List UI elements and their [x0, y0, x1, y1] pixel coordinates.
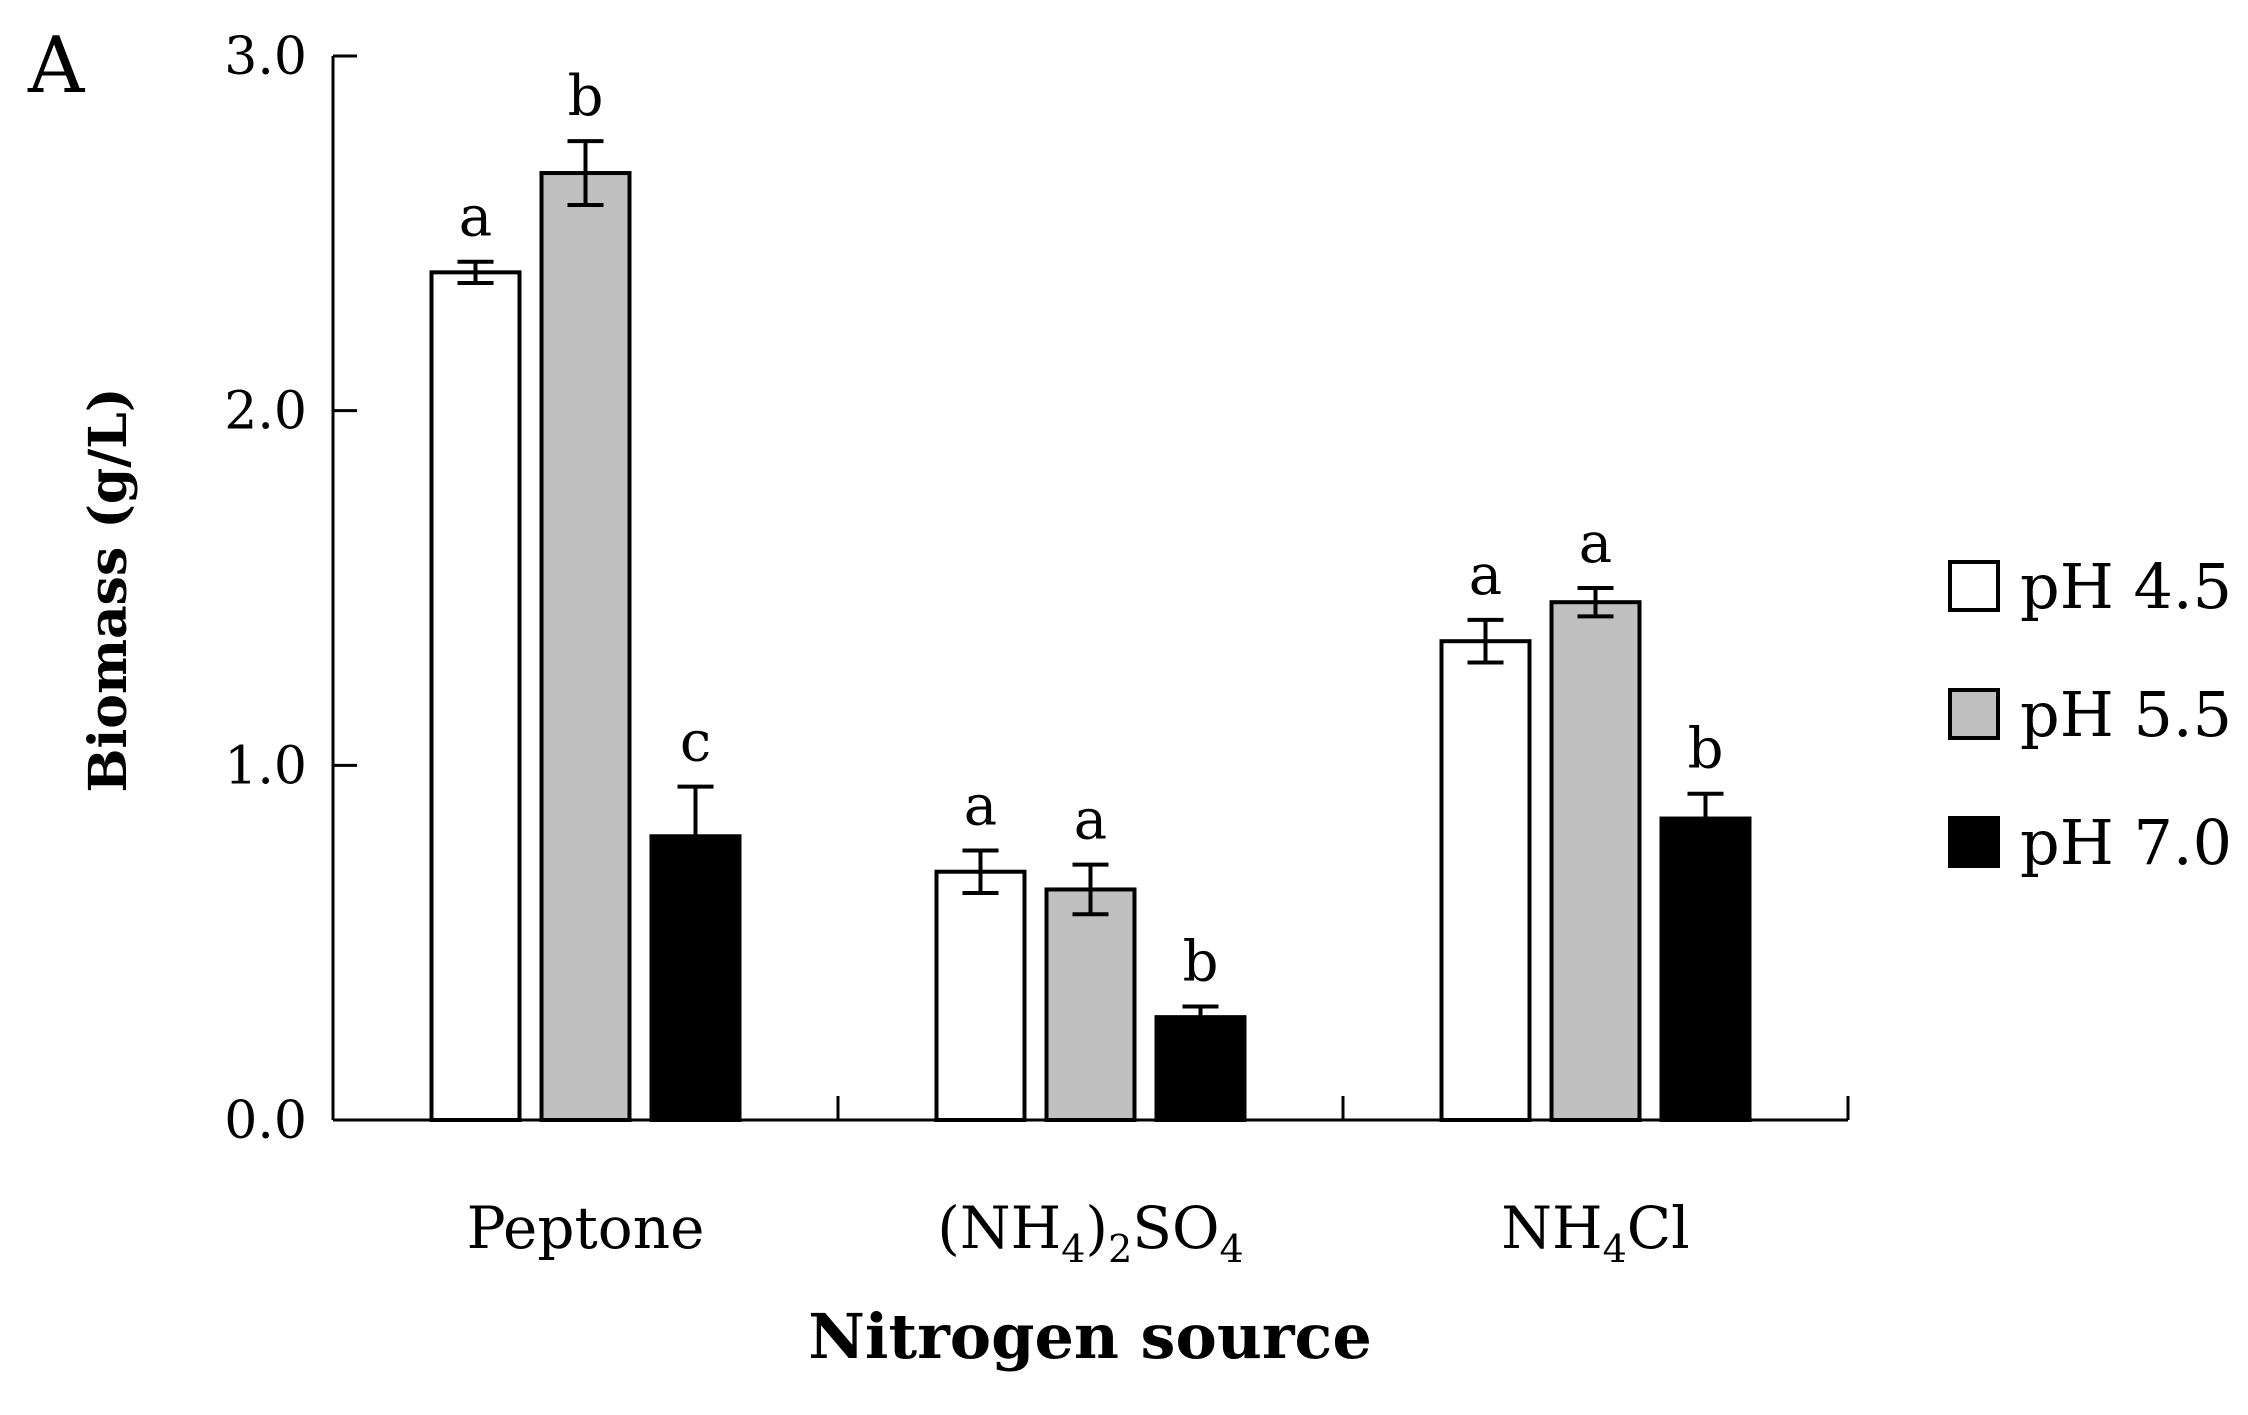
panel-label: A: [27, 21, 86, 111]
legend-label: pH 5.5: [2020, 678, 2232, 751]
bar: [934, 869, 1027, 1122]
legend-swatch: [1948, 560, 2000, 612]
y-tick-label: 1.0: [224, 736, 307, 796]
legend-label: pH 7.0: [2020, 806, 2232, 879]
x-axis-title: Nitrogen source: [808, 1300, 1372, 1373]
y-tick-label: 2.0: [224, 382, 307, 442]
legend-label: pH 4.5: [2020, 550, 2232, 623]
legend-swatch: [1948, 688, 2000, 740]
axes: 0.0 1.0 2.0 3.0 Peptone (NH4)2SO4 NH4Cl: [224, 27, 1850, 1271]
x-category-label: (NH4)2SO4: [937, 1194, 1243, 1271]
significance-label: a: [1469, 543, 1502, 608]
significance-label: a: [1579, 511, 1612, 576]
significance-label: b: [1183, 930, 1219, 995]
bar: [1439, 639, 1532, 1122]
y-axis-title: Biomass (g/L): [78, 388, 139, 793]
legend: pH 4.5 pH 5.5 pH 7.0: [1948, 550, 2232, 879]
bar: [1154, 1015, 1247, 1122]
significance-label: b: [568, 64, 604, 129]
bar: [1044, 887, 1137, 1123]
bar: [539, 171, 632, 1123]
bar: [1549, 600, 1642, 1122]
y-tick-label: 0.0: [224, 1091, 307, 1151]
significance-label: a: [964, 773, 997, 838]
significance-label: a: [1074, 788, 1107, 853]
x-category-label: NH4Cl: [1501, 1194, 1689, 1271]
significance-label: b: [1688, 717, 1724, 782]
legend-swatch: [1948, 816, 2000, 868]
bars: a a a b a a c b b: [429, 64, 1752, 1123]
significance-label: c: [680, 710, 711, 775]
bar: [1659, 816, 1752, 1122]
x-category-label: Peptone: [467, 1194, 705, 1262]
y-tick-label: 3.0: [224, 27, 307, 87]
significance-label: a: [459, 185, 492, 250]
bar: [429, 270, 522, 1122]
